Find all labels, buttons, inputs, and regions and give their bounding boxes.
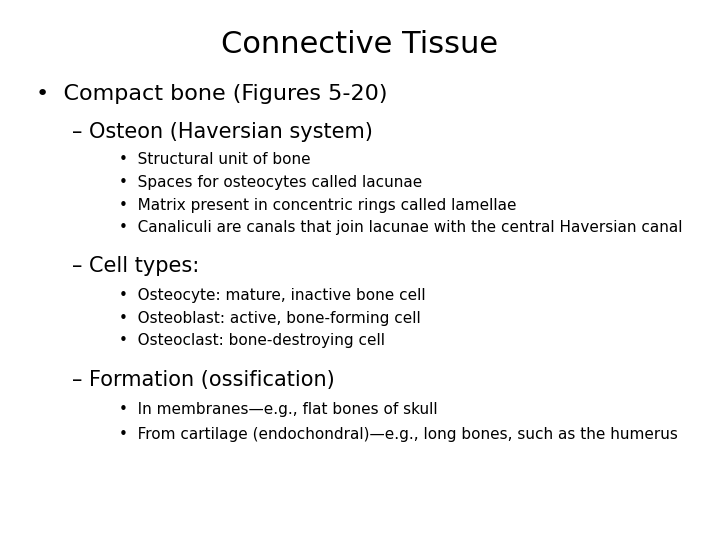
Text: •  Compact bone (Figures 5-20): • Compact bone (Figures 5-20) (36, 84, 387, 104)
Text: – Cell types:: – Cell types: (72, 256, 199, 276)
Text: Connective Tissue: Connective Tissue (222, 30, 498, 59)
Text: •  Matrix present in concentric rings called lamellae: • Matrix present in concentric rings cal… (119, 198, 516, 213)
Text: •  Canaliculi are canals that join lacunae with the central Haversian canal: • Canaliculi are canals that join lacuna… (119, 220, 683, 235)
Text: •  Osteocyte: mature, inactive bone cell: • Osteocyte: mature, inactive bone cell (119, 288, 426, 303)
Text: •  Osteoblast: active, bone-forming cell: • Osteoblast: active, bone-forming cell (119, 310, 420, 326)
Text: •  Structural unit of bone: • Structural unit of bone (119, 152, 310, 167)
Text: •  Spaces for osteocytes called lacunae: • Spaces for osteocytes called lacunae (119, 175, 422, 190)
Text: •  Osteoclast: bone-destroying cell: • Osteoclast: bone-destroying cell (119, 333, 384, 348)
Text: – Osteon (Haversian system): – Osteon (Haversian system) (72, 122, 373, 141)
Text: – Formation (ossification): – Formation (ossification) (72, 370, 335, 390)
Text: •  From cartilage (endochondral)—e.g., long bones, such as the humerus: • From cartilage (endochondral)—e.g., lo… (119, 427, 678, 442)
Text: •  In membranes—e.g., flat bones of skull: • In membranes—e.g., flat bones of skull (119, 402, 438, 417)
